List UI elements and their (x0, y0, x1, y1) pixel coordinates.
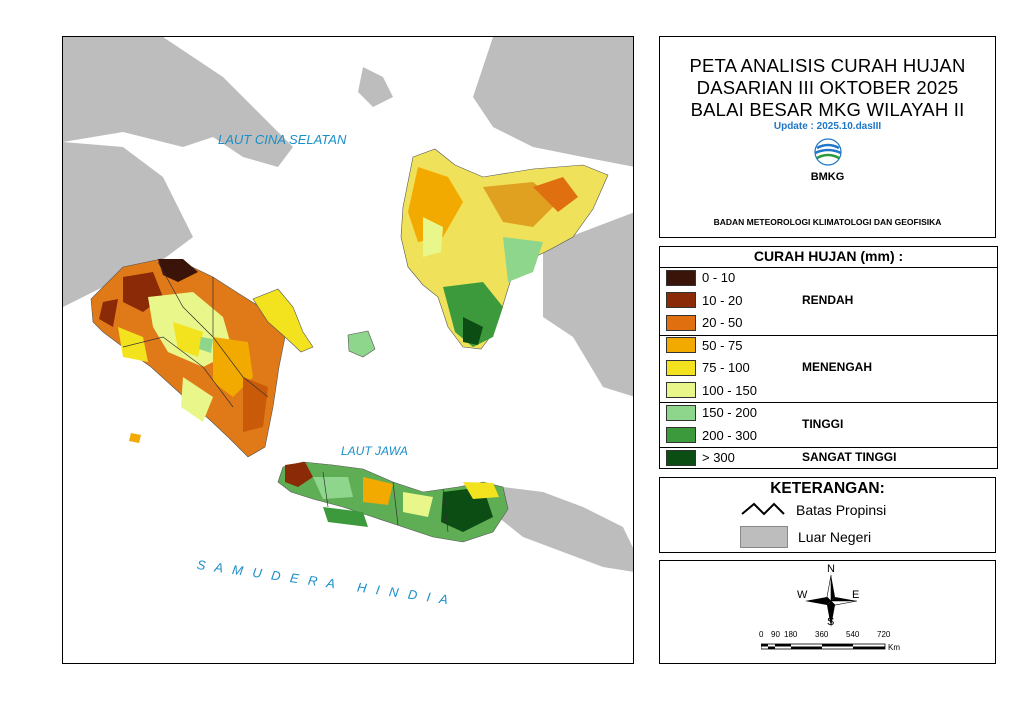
bmkg-logo (660, 137, 995, 179)
legend-range-label: > 300 (702, 450, 735, 465)
south-china-sea-label: LAUT CINA SELATAN (218, 132, 347, 147)
belitung-island (347, 330, 376, 358)
legend-range-label: 75 - 100 (702, 360, 750, 375)
province-boundaries (122, 261, 449, 533)
scale-tick-2: 180 (784, 630, 798, 639)
compass-scale-panel: N S W E 0 90 180 360 540 720 Km (659, 560, 996, 664)
foreign-land (63, 37, 633, 572)
compass-s: S (827, 616, 835, 628)
agency-name: BADAN METEOROLOGI KLIMATOLOGI DAN GEOFIS… (713, 217, 942, 227)
scale-tick-5: 720 (877, 630, 891, 639)
province-boundary-icon (741, 502, 785, 516)
legend-class: 20 - 50 (666, 314, 742, 331)
legend-class: 50 - 75 (666, 337, 742, 354)
sumatra-landmass (90, 258, 286, 458)
legend-range-label: 10 - 20 (702, 292, 743, 308)
legend-range-label: 0 - 10 (702, 270, 736, 285)
java-landmass (277, 461, 509, 543)
bangka-island (252, 288, 314, 353)
map-title-panel: PETA ANALISIS CURAH HUJAN DASARIAN III O… (659, 36, 996, 238)
legend-swatch (666, 359, 696, 376)
legend-swatch (666, 314, 696, 331)
small-island (129, 433, 141, 443)
legend-group: 150 - 200 200 - 300 TINGGI (660, 402, 997, 448)
legend-class: 10 - 20 (666, 292, 742, 309)
update-label: Update : 2025.10.dasIII (773, 121, 882, 132)
legend-swatch (666, 404, 696, 421)
legend-swatch (666, 269, 696, 286)
java-sea-label: LAUT JAWA (341, 444, 408, 458)
kalimantan-landmass (400, 148, 609, 350)
keterangan-title: KETERANGAN: (770, 480, 885, 497)
legend-swatch (666, 292, 696, 308)
legend-range-label: 200 - 300 (702, 427, 757, 443)
legend-range-label: 100 - 150 (702, 382, 757, 398)
scale-bar (761, 643, 886, 650)
map-title-line-3: BALAI BESAR MKG WILAYAH II (690, 99, 965, 120)
scale-tick-3: 360 (815, 630, 829, 639)
boundary-legend-label: Batas Propinsi (796, 502, 887, 518)
legend-swatch (666, 427, 696, 443)
scale-tick-0: 0 (759, 630, 764, 639)
keterangan-panel: KETERANGAN: Batas Propinsi Luar Negeri (659, 477, 996, 553)
rainfall-legend: CURAH HUJAN (mm) : 0 - 10 10 - 20 20 - 50 R… (659, 246, 998, 469)
foreign-land-swatch (740, 526, 788, 548)
legend-swatch (666, 449, 696, 466)
map-canvas (63, 37, 633, 663)
legend-group: 0 - 10 10 - 20 20 - 50 RENDAH (660, 267, 997, 336)
bmkg-logo-text: BMKG (810, 171, 845, 183)
legend-group-label: SANGAT TINGGI (802, 450, 897, 465)
scale-tick-4: 540 (846, 630, 860, 639)
boundary-legend-row: Batas Propinsi (740, 500, 886, 520)
legend-group: 50 - 75 75 - 100 100 - 150 MENENGAH (660, 335, 997, 403)
legend-range-label: 20 - 50 (702, 315, 743, 330)
compass-n: N (827, 563, 835, 575)
legend-range-label: 150 - 200 (702, 405, 757, 420)
foreign-legend-label: Luar Negeri (798, 529, 872, 545)
legend-class: 150 - 200 (666, 404, 757, 421)
map-title-line-2: DASARIAN III OKTOBER 2025 (696, 77, 959, 98)
rainfall-map: LAUT CINA SELATAN LAUT JAWA S A M U D E … (62, 36, 634, 664)
legend-class: 75 - 100 (666, 359, 750, 376)
map-title-line-1: PETA ANALISIS CURAH HUJAN (689, 55, 966, 76)
legend-group-label: TINGGI (802, 416, 844, 431)
scale-unit: Km (888, 643, 900, 652)
legend-group-label: MENENGAH (802, 360, 873, 375)
legend-group-label: RENDAH (802, 292, 854, 307)
legend-swatch (666, 382, 696, 398)
foreign-legend-row: Luar Negeri (740, 526, 871, 548)
legend-group: > 300 SANGAT TINGGI (660, 447, 997, 470)
legend-swatch (666, 337, 696, 353)
north-arrow-icon (805, 574, 858, 627)
compass-w: W (797, 589, 808, 601)
legend-class: 100 - 150 (666, 382, 757, 399)
legend-range-label: 50 - 75 (702, 337, 743, 353)
legend-class: > 300 (666, 449, 735, 466)
legend-class: 200 - 300 (666, 427, 757, 444)
scale-tick-1: 90 (771, 630, 780, 639)
legend-title: CURAH HUJAN (mm) : (660, 247, 997, 268)
legend-class: 0 - 10 (666, 269, 735, 286)
bmkg-logo-icon (813, 138, 842, 166)
compass-e: E (852, 589, 860, 601)
